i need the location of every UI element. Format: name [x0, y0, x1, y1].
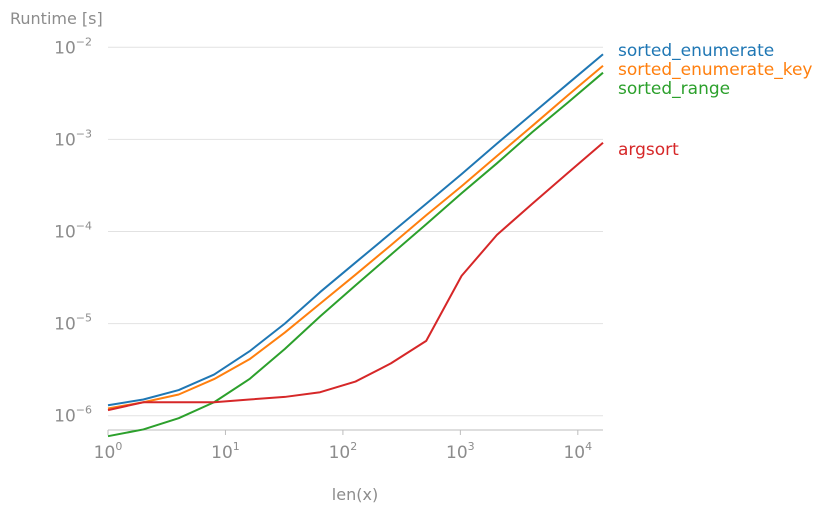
x-axis-title: len(x) — [332, 485, 378, 504]
legend-label-argsort: argsort — [618, 140, 679, 160]
series-line-argsort — [107, 141, 604, 412]
legend: sorted_enumeratesorted_enumerate_keysort… — [618, 41, 812, 160]
x-tick-label: 103 — [446, 440, 475, 463]
gridlines — [108, 46, 603, 417]
x-axis-ticks: 100 101 102 103 104 — [94, 430, 592, 463]
y-tick-label: 10−6 — [54, 404, 92, 427]
x-tick-label: 101 — [211, 440, 240, 463]
x-tick-label: 102 — [329, 440, 358, 463]
series-lines — [107, 53, 604, 438]
series-line-sorted-range — [107, 71, 604, 438]
series-line-sorted-enumerate — [107, 53, 604, 407]
y-tick-label: 10−2 — [54, 35, 92, 58]
legend-label-sorted-enumerate: sorted_enumerate — [618, 41, 774, 61]
y-tick-label: 10−4 — [54, 220, 92, 243]
y-axis-ticks: 10−6 10−5 10−4 10−3 10−2 — [54, 35, 92, 426]
y-axis-title: Runtime [s] — [10, 9, 103, 28]
y-tick-label: 10−3 — [54, 127, 92, 150]
legend-label-sorted-enumerate-key: sorted_enumerate_key — [618, 60, 812, 80]
x-tick-label: 104 — [563, 440, 592, 463]
x-tick-label: 100 — [94, 440, 123, 463]
legend-label-sorted-range: sorted_range — [618, 79, 730, 99]
series-line-sorted-enumerate-key — [107, 65, 604, 410]
y-tick-label: 10−5 — [54, 312, 92, 335]
